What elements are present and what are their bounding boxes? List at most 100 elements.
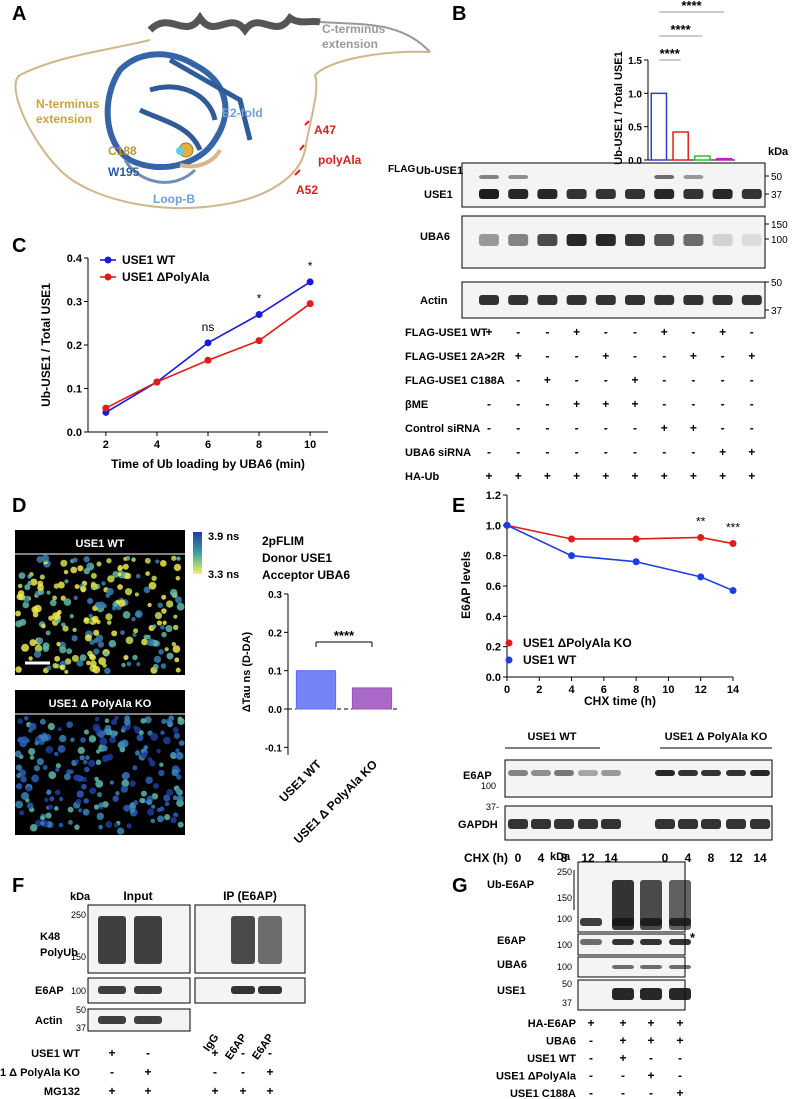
cell: [144, 716, 152, 724]
cell: [64, 669, 69, 674]
cell: [173, 624, 179, 631]
cell: [36, 637, 44, 644]
cell: [31, 774, 40, 783]
cell: [45, 630, 51, 636]
label: extension: [36, 112, 92, 126]
x-tick-label: 8: [633, 684, 639, 696]
band: [566, 234, 587, 246]
band: [554, 770, 574, 776]
cell: [24, 716, 29, 721]
band: [625, 189, 645, 199]
cell: [120, 785, 129, 793]
cell: [170, 816, 177, 824]
point: [697, 533, 705, 541]
cell: [41, 623, 46, 629]
cell: [45, 812, 52, 819]
cell: [63, 569, 69, 575]
label: USE1 ΔPolyAla: [496, 1071, 577, 1083]
band: [578, 819, 598, 829]
y-tick-label: 0.1: [67, 384, 82, 396]
x-axis-title: CHX time (h): [584, 694, 656, 708]
protein-structure: [14, 11, 431, 210]
label: E6AP: [497, 935, 526, 947]
label: +: [573, 469, 580, 483]
label: -: [750, 325, 754, 339]
label: N-terminus: [36, 97, 100, 111]
cell: [96, 749, 101, 754]
cell: [15, 610, 21, 617]
cell: [102, 755, 110, 763]
cell: [49, 796, 55, 802]
legend-label: USE1 WT: [122, 253, 176, 267]
label: +: [544, 373, 551, 387]
cell: [160, 624, 165, 630]
y-axis-title: E6AP levels: [459, 551, 473, 619]
cell: [83, 617, 89, 623]
cell: [48, 771, 57, 780]
band: [654, 234, 675, 246]
cell: [99, 737, 108, 746]
label: -: [589, 1051, 593, 1065]
label: -: [575, 421, 579, 435]
significance: ****: [660, 46, 681, 61]
band: [134, 916, 162, 964]
cell: [123, 655, 129, 661]
significance: ****: [671, 22, 692, 37]
cell: [94, 716, 100, 722]
point: [102, 404, 110, 412]
cell: [98, 802, 104, 808]
label: +: [676, 1086, 683, 1099]
panel-letter: A: [12, 3, 26, 25]
cell: [143, 745, 148, 751]
label: +: [619, 1016, 626, 1030]
cell: [14, 750, 22, 758]
band: [683, 234, 704, 246]
cell: [15, 800, 24, 809]
cell: [173, 563, 182, 572]
label: -: [516, 325, 520, 339]
panel-letter: F: [12, 875, 24, 897]
band: [640, 880, 662, 930]
y-tick-label: 0.2: [486, 642, 501, 654]
cell: [146, 634, 151, 640]
point: [204, 356, 212, 364]
panel-letter: G: [452, 875, 468, 897]
y-tick-label: 0.1: [268, 667, 282, 678]
blot: [504, 759, 773, 798]
label: -: [575, 349, 579, 363]
label: +: [748, 349, 755, 363]
point: [568, 535, 576, 543]
cell: [133, 800, 139, 806]
cell: [55, 763, 61, 769]
cell: [161, 631, 167, 638]
cell: [107, 575, 115, 583]
cell: [150, 732, 159, 741]
cell: [131, 557, 136, 562]
band: [612, 918, 634, 926]
cell: [163, 736, 171, 745]
band: [595, 234, 616, 246]
band: [640, 988, 662, 1000]
label: +: [211, 1046, 218, 1060]
label: *: [690, 930, 696, 945]
cell: [17, 718, 24, 725]
cell: [73, 595, 78, 601]
label: A52: [296, 183, 318, 197]
band: [712, 189, 733, 199]
legend-marker: [104, 256, 112, 264]
label: -: [604, 325, 608, 339]
cell: [152, 624, 157, 629]
cell: [103, 728, 111, 736]
cell: [145, 776, 153, 784]
y-tick-label: 0.2: [268, 628, 282, 639]
label: +: [676, 1034, 683, 1048]
cell: [41, 554, 50, 563]
band: [669, 965, 691, 969]
label: +: [108, 1046, 115, 1060]
label: USE1 Δ PolyAla KO: [665, 731, 768, 743]
band: [580, 939, 602, 945]
label: C188: [108, 144, 137, 158]
cell: [95, 779, 104, 788]
cell: [136, 734, 144, 742]
cell: [177, 821, 184, 828]
